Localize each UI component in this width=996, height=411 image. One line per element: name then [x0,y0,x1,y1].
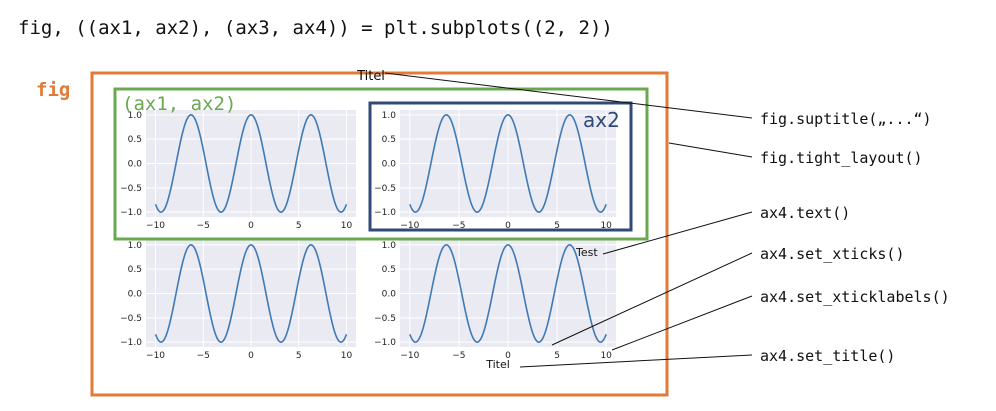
subplot-ax1: −10 −5 0 5 10 1.0 0.5 0.0 −0.5 −1.0 [120,110,356,231]
y-tick-label: 1.0 [382,111,397,121]
cosine-series-line [154,244,348,343]
callout-suptitle: fig.suptitle(„...“) [760,110,932,128]
y-tick-label: −0.5 [374,314,396,324]
x-tick-label: 0 [248,351,254,361]
cosine-series-line [409,244,607,343]
x-tick-label: −10 [146,221,165,231]
subplot-ax3: −10 −5 0 5 10 1.0 0.5 0.0 −0.5 −1.0 [120,240,356,361]
y-tick-label: 0.0 [382,290,397,300]
y-tick-label: 0.0 [128,160,143,170]
row-box [113,87,649,241]
y-tick-label: −0.5 [374,184,396,194]
subplot-ax2: −10 −5 0 5 10 1.0 0.5 0.0 −0.5 −1.0 [374,110,616,231]
y-tick-label: 0.5 [128,135,142,145]
y-tick-label: −0.5 [120,314,142,324]
fig-box [90,71,669,397]
y-tick-label: −0.5 [120,184,142,194]
callout-xticks: ax4.set_xticks() [760,245,905,263]
callout-line-text [602,211,753,255]
subplot-ax4: −10 −5 0 5 10 1.0 0.5 0.0 −0.5 −1.0 [374,240,616,361]
x-tick-label: −5 [452,221,465,231]
y-tick-label: 1.0 [128,111,143,121]
x-tick-label: −10 [400,221,419,231]
ax2-label: ax2 [583,108,620,132]
callout-line-xticklabels [611,295,753,351]
x-tick-label: −5 [197,221,210,231]
x-tick-label: 5 [554,221,560,231]
x-tick-label: −10 [146,351,165,361]
x-tick-label: 0 [248,221,254,231]
ax2-box [368,101,633,232]
x-tick-label: 0 [505,221,511,231]
x-tick-label: 10 [600,351,612,361]
suptitle-text: Titel [356,69,385,84]
y-tick-label: 1.0 [128,241,143,251]
x-tick-label: −5 [452,351,465,361]
y-tick-label: −1.0 [120,208,142,218]
x-tick-label: 10 [341,351,353,361]
callout-line-tight-layout [668,142,753,158]
fig-label: fig [36,79,70,101]
cosine-series-line [154,114,348,213]
callout-line-suptitle [384,72,753,119]
y-tick-label: 0.5 [128,265,142,275]
x-tick-label: −5 [197,351,210,361]
code-header: fig, ((ax1, ax2), (ax3, ax4)) = plt.subp… [18,17,613,39]
y-tick-label: −1.0 [374,338,396,348]
callout-set-title: ax4.set_title() [760,347,895,365]
y-tick-label: −1.0 [374,208,396,218]
callout-lines [384,72,753,368]
cosine-series-line [409,114,607,213]
y-tick-label: 0.5 [382,135,396,145]
x-tick-label: −10 [400,351,419,361]
callout-text: ax4.text() [760,204,850,222]
y-tick-label: 1.0 [382,241,397,251]
x-tick-label: 5 [296,221,302,231]
callout-line-title [519,354,753,368]
y-tick-label: 0.0 [128,290,143,300]
x-tick-label: 5 [296,351,302,361]
ax4-title: Titel [485,358,510,371]
x-tick-label: 5 [554,351,560,361]
row-label: (ax1, ax2) [122,93,236,115]
callout-xticklabels: ax4.set_xticklabels() [760,288,950,306]
x-tick-label: 10 [600,221,612,231]
x-tick-label: 10 [341,221,353,231]
callout-tight-layout: fig.tight_layout() [760,149,923,167]
y-tick-label: 0.0 [382,160,397,170]
ax4-test-text: Test [575,246,598,259]
x-tick-label: 0 [505,351,511,361]
callout-line-xticks [551,252,753,346]
y-tick-label: −1.0 [120,338,142,348]
y-tick-label: 0.5 [382,265,396,275]
